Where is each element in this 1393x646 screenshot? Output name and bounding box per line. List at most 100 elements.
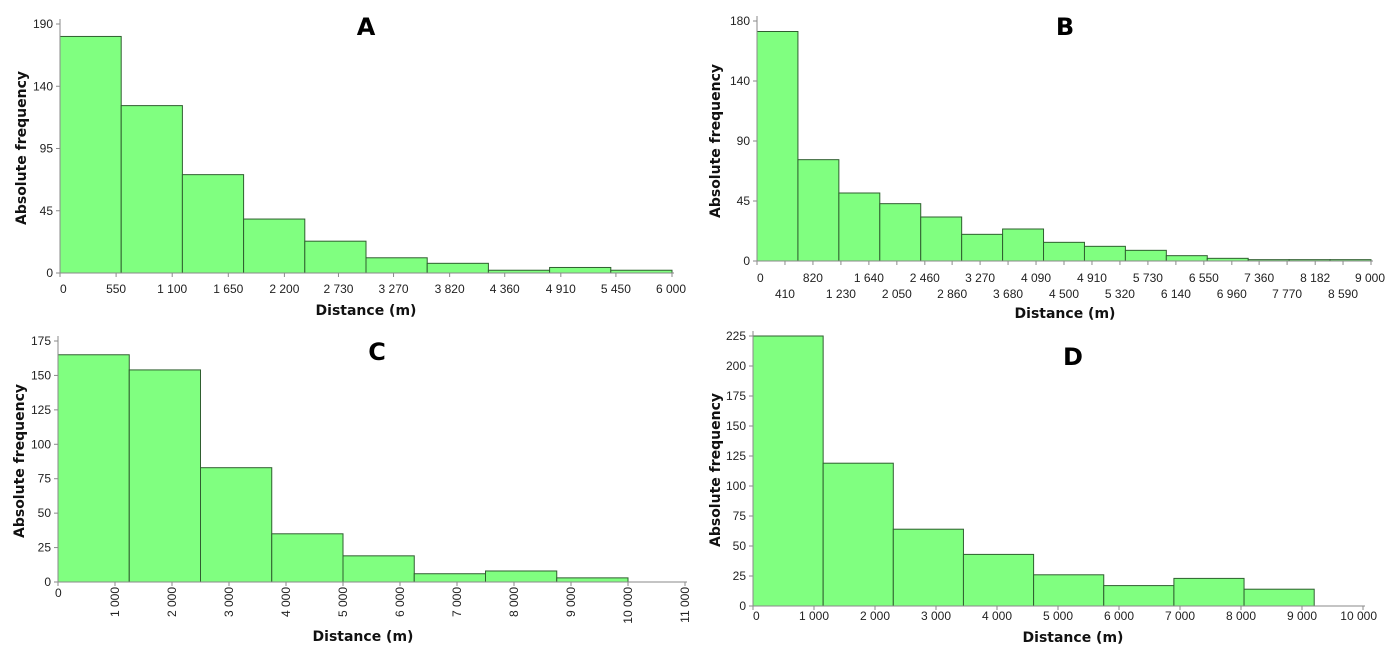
x-axis-label: Distance (m) bbox=[316, 303, 417, 319]
y-tick-label: 125 bbox=[31, 403, 51, 417]
histogram-bar bbox=[1173, 577, 1245, 607]
y-tick-label: 0 bbox=[44, 575, 51, 589]
x-tick-label: 2 860 bbox=[937, 287, 967, 301]
histogram-bar bbox=[304, 240, 367, 274]
histogram-bar bbox=[181, 174, 245, 274]
x-tick-label: 6 960 bbox=[1217, 287, 1247, 301]
histogram-bar bbox=[485, 570, 558, 583]
histogram-bar bbox=[342, 555, 415, 583]
histogram-bar bbox=[797, 159, 840, 262]
x-tick-label: 2 460 bbox=[910, 271, 940, 285]
histogram-bar bbox=[879, 203, 922, 262]
x-tick-label: 3 000 bbox=[222, 587, 236, 617]
y-axis-label: Absolute frequency bbox=[12, 384, 28, 538]
histogram-bar bbox=[1103, 585, 1175, 607]
x-tick-label: 7 000 bbox=[1165, 609, 1195, 623]
y-tick-label: 100 bbox=[726, 479, 746, 493]
y-axis-label: Absolute frequency bbox=[708, 64, 724, 218]
x-tick-label: 0 bbox=[757, 271, 764, 285]
histogram-bar bbox=[1165, 255, 1208, 262]
x-tick-label: 1 230 bbox=[826, 287, 856, 301]
histogram-bar bbox=[1083, 245, 1126, 262]
x-tick-label: 550 bbox=[106, 282, 126, 296]
histogram-bar bbox=[962, 553, 1035, 607]
x-tick-label: 4 910 bbox=[546, 282, 576, 296]
x-tick-label: 6 000 bbox=[393, 587, 407, 617]
y-tick-label: 175 bbox=[726, 389, 746, 403]
histogram-bar bbox=[756, 31, 799, 262]
histogram-bar bbox=[413, 573, 486, 583]
x-tick-label: 4 000 bbox=[982, 609, 1012, 623]
y-axis-label: Absolute frequency bbox=[14, 71, 30, 225]
x-tick-label: 5 730 bbox=[1133, 271, 1163, 285]
histogram-bar bbox=[365, 257, 428, 274]
histogram-bar bbox=[243, 218, 306, 274]
y-tick-label: 180 bbox=[730, 14, 750, 28]
histogram-bar bbox=[549, 266, 612, 274]
x-tick-label: 7 360 bbox=[1244, 271, 1274, 285]
x-tick-label: 5 320 bbox=[1105, 287, 1135, 301]
x-tick-label: 0 bbox=[60, 282, 67, 296]
x-tick-label: 410 bbox=[775, 287, 795, 301]
x-tick-label: 1 000 bbox=[108, 587, 122, 617]
x-tick-label: 1 100 bbox=[157, 282, 187, 296]
chart-title: C bbox=[368, 338, 386, 366]
x-tick-label: 3 270 bbox=[379, 282, 409, 296]
y-tick-label: 225 bbox=[726, 329, 746, 343]
histogram-bar bbox=[1124, 249, 1167, 262]
y-tick-label: 150 bbox=[726, 419, 746, 433]
x-tick-label: 11 000 bbox=[678, 587, 692, 623]
x-tick-label: 9 000 bbox=[1287, 609, 1317, 623]
chart-title: B bbox=[1056, 13, 1074, 41]
x-tick-label: 1 000 bbox=[799, 609, 829, 623]
y-tick-label: 75 bbox=[733, 509, 747, 523]
y-tick-label: 200 bbox=[726, 359, 746, 373]
x-tick-label: 3 680 bbox=[993, 287, 1023, 301]
x-tick-label: 0 bbox=[753, 609, 760, 623]
y-tick-label: 140 bbox=[33, 79, 53, 93]
y-tick-label: 0 bbox=[743, 254, 750, 268]
x-tick-label: 820 bbox=[803, 271, 823, 285]
x-tick-label: 9 000 bbox=[564, 587, 578, 617]
x-tick-label: 0 bbox=[55, 586, 62, 600]
x-tick-label: 4 500 bbox=[1049, 287, 1079, 301]
y-tick-label: 100 bbox=[31, 437, 51, 451]
histogram-bar bbox=[200, 467, 273, 583]
y-tick-label: 150 bbox=[31, 368, 51, 382]
histogram-bar bbox=[838, 192, 881, 262]
chart-title: A bbox=[357, 13, 376, 41]
histogram-bar bbox=[120, 105, 183, 274]
chart-title: D bbox=[1063, 343, 1083, 371]
histogram-bar bbox=[920, 216, 963, 262]
x-tick-label: 3 270 bbox=[965, 271, 995, 285]
x-tick-label: 1 650 bbox=[213, 282, 243, 296]
histogram-bar bbox=[128, 369, 201, 583]
y-tick-label: 175 bbox=[31, 334, 51, 348]
histogram-bar bbox=[1043, 241, 1085, 262]
y-tick-label: 25 bbox=[38, 541, 52, 555]
x-tick-label: 4 360 bbox=[490, 282, 520, 296]
x-axis-label: Distance (m) bbox=[1015, 306, 1116, 322]
x-tick-label: 5 000 bbox=[1043, 609, 1073, 623]
histogram-bar bbox=[1033, 574, 1105, 607]
x-tick-label: 2 200 bbox=[269, 282, 299, 296]
x-tick-label: 5 450 bbox=[601, 282, 631, 296]
x-tick-label: 6 140 bbox=[1161, 287, 1191, 301]
x-tick-label: 6 000 bbox=[1104, 609, 1134, 623]
y-tick-label: 45 bbox=[737, 194, 751, 208]
x-tick-label: 6 000 bbox=[656, 282, 686, 296]
y-tick-label: 45 bbox=[40, 204, 54, 218]
y-axis-label: Absolute frequency bbox=[708, 393, 724, 547]
x-tick-label: 2 000 bbox=[165, 587, 179, 617]
histogram-bar bbox=[1243, 588, 1315, 607]
x-tick-label: 4 000 bbox=[279, 587, 293, 617]
x-tick-label: 4 090 bbox=[1021, 271, 1051, 285]
x-tick-label: 3 820 bbox=[435, 282, 465, 296]
chart-panel-a: 0 45 95 140 190 0 550 1 100 1 650 2 200 2 730 3 270… bbox=[14, 13, 686, 319]
y-tick-label: 0 bbox=[739, 599, 746, 613]
histogram-bar bbox=[556, 577, 629, 583]
chart-panel-c: 0 25 50 75 100 125 150 175 0 1 000 2 000 3 000 4 000… bbox=[12, 334, 692, 645]
chart-panel-d: 0 25 50 75 100 125 150 175 200 225 0 1 000 2 000 3 00… bbox=[708, 329, 1377, 646]
